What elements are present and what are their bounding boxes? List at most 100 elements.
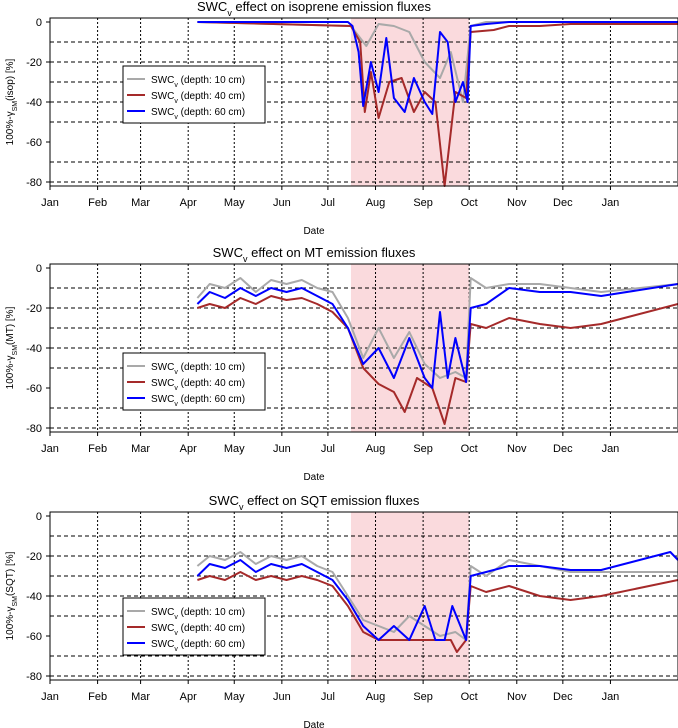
x-tick-label: Jan (602, 691, 620, 703)
y-axis-label-text-rest: (isop) [%] (5, 58, 16, 100)
series-line-1 (196, 551, 678, 641)
x-tick-label: Jul (321, 691, 335, 703)
chart-title: SWCv effect on isoprene emission fluxes (197, 0, 432, 18)
x-tick-label: Sep (413, 691, 433, 703)
y-tick-label: -20 (26, 57, 42, 69)
legend-entry-name: SWC (151, 607, 174, 618)
y-tick-label: -40 (26, 343, 42, 355)
y-axis-label-text-rest: (SQT) [%] (5, 551, 16, 596)
x-tick-label: Dec (553, 691, 573, 703)
chart-title-text-rest: effect on SQT emission fluxes (244, 493, 420, 508)
y-tick-label: -60 (26, 383, 42, 395)
x-tick-label: Jun (273, 197, 291, 209)
y-axis-label-text: 100%-γ (5, 607, 16, 641)
x-axis-label: Date (303, 226, 325, 237)
chart-title-subscript: v (227, 8, 232, 18)
x-tick-label: Jun (273, 443, 291, 455)
legend-entry-1: SWCv (depth: 10 cm) (151, 362, 245, 376)
x-tick-label: Nov (507, 443, 527, 455)
chart-title-text-rest: effect on isoprene emission fluxes (232, 0, 432, 14)
y-tick-label: -20 (26, 551, 42, 563)
x-tick-label: Jul (321, 197, 335, 209)
x-tick-label: Aug (366, 197, 386, 209)
x-tick-label: Sep (413, 197, 433, 209)
y-tick-label: -80 (26, 423, 42, 435)
x-tick-label: Feb (88, 443, 107, 455)
legend-entry-rest: (depth: 40 cm) (178, 91, 245, 102)
legend-entry-subscript: v (174, 385, 178, 392)
x-tick-label: Jan (41, 691, 59, 703)
series-line-3 (196, 283, 678, 389)
series-line-2 (197, 571, 678, 653)
legend-entry-name: SWC (151, 394, 174, 405)
legend-entry-subscript: v (174, 98, 178, 105)
chart-title-subscript: v (243, 254, 248, 264)
chart-title: SWCv effect on MT emission fluxes (213, 245, 416, 264)
x-tick-label: Sep (413, 443, 433, 455)
series-line-2 (197, 21, 678, 187)
y-tick-label: -40 (26, 591, 42, 603)
x-tick-label: Oct (461, 443, 478, 455)
legend-entry-2: SWCv (depth: 40 cm) (151, 91, 245, 105)
y-tick-label: 0 (36, 263, 42, 275)
legend-entry-rest: (depth: 10 cm) (178, 607, 245, 618)
legend-entry-name: SWC (151, 639, 174, 650)
legend-entry-name: SWC (151, 91, 174, 102)
legend-box (122, 352, 266, 411)
x-tick-label: Jul (321, 443, 335, 455)
legend-box (122, 597, 266, 656)
y-tick-label: -60 (26, 631, 42, 643)
legend-entry-rest: (depth: 40 cm) (178, 623, 245, 634)
legend-entry-subscript: v (174, 114, 178, 121)
x-tick-label: Apr (180, 197, 197, 209)
legend-entry-2: SWCv (depth: 40 cm) (151, 623, 245, 637)
legend-entry-3: SWCv (depth: 60 cm) (151, 107, 245, 121)
y-tick-label: -40 (26, 97, 42, 109)
legend-entry-name: SWC (151, 75, 174, 86)
legend-entry-subscript: v (174, 614, 178, 621)
legend-entry-subscript: v (174, 646, 178, 653)
x-tick-label: May (224, 691, 245, 703)
legend-entry-rest: (depth: 60 cm) (178, 107, 245, 118)
x-tick-label: Jan (41, 443, 59, 455)
chart-title-text: SWC (213, 245, 243, 260)
y-tick-label: -60 (26, 137, 42, 149)
y-axis-label-subscript: SM (12, 596, 19, 607)
chart-panel-2: 0 -20 -40 -60 -80 Jan Feb Mar Apr May Jun Jul Aug Sep… (5, 245, 678, 483)
legend-entry-3: SWCv (depth: 60 cm) (151, 394, 245, 408)
x-tick-label: Dec (553, 197, 573, 209)
legend-entry-subscript: v (174, 401, 178, 408)
x-tick-label: Nov (507, 197, 527, 209)
legend-entry-rest: (depth: 60 cm) (178, 394, 245, 405)
legend-entry-1: SWCv (depth: 10 cm) (151, 75, 245, 89)
x-tick-label: Feb (88, 197, 107, 209)
chart-title-text: SWC (197, 0, 227, 14)
y-tick-label: 0 (36, 511, 42, 523)
y-axis-label-text: 100%-γ (5, 355, 16, 389)
legend-entry-rest: (depth: 10 cm) (178, 362, 245, 373)
x-tick-label: Jan (602, 443, 620, 455)
series-line-1 (196, 277, 678, 379)
y-axis-label-subscript: SM (12, 101, 19, 112)
legend-entry-subscript: v (174, 369, 178, 376)
legend-entry-3: SWCv (depth: 60 cm) (151, 639, 245, 653)
x-tick-label: Nov (507, 691, 527, 703)
legend-entry-rest: (depth: 60 cm) (178, 639, 245, 650)
x-tick-label: Apr (180, 691, 197, 703)
legend: SWCv (depth: 10 cm)SWCv (depth: 40 cm)SW… (122, 65, 266, 124)
chart-title-subscript: v (239, 502, 244, 512)
y-axis-label: 100%-γSM(isop) [%] (5, 58, 19, 145)
chart-title: SWCv effect on SQT emission fluxes (209, 493, 420, 512)
x-tick-label: Jan (602, 197, 620, 209)
x-tick-label: Mar (131, 691, 150, 703)
chart-title-text: SWC (209, 493, 239, 508)
x-tick-label: Aug (366, 443, 386, 455)
legend-entry-rest: (depth: 40 cm) (178, 378, 245, 389)
x-tick-label: Oct (461, 197, 478, 209)
legend-entry-name: SWC (151, 378, 174, 389)
y-axis-label: 100%-γSM(SQT) [%] (5, 551, 19, 640)
y-axis-label: 100%-γSM(MT) [%] (5, 306, 19, 389)
x-axis-label: Date (303, 720, 325, 728)
legend-entry-2: SWCv (depth: 40 cm) (151, 378, 245, 392)
